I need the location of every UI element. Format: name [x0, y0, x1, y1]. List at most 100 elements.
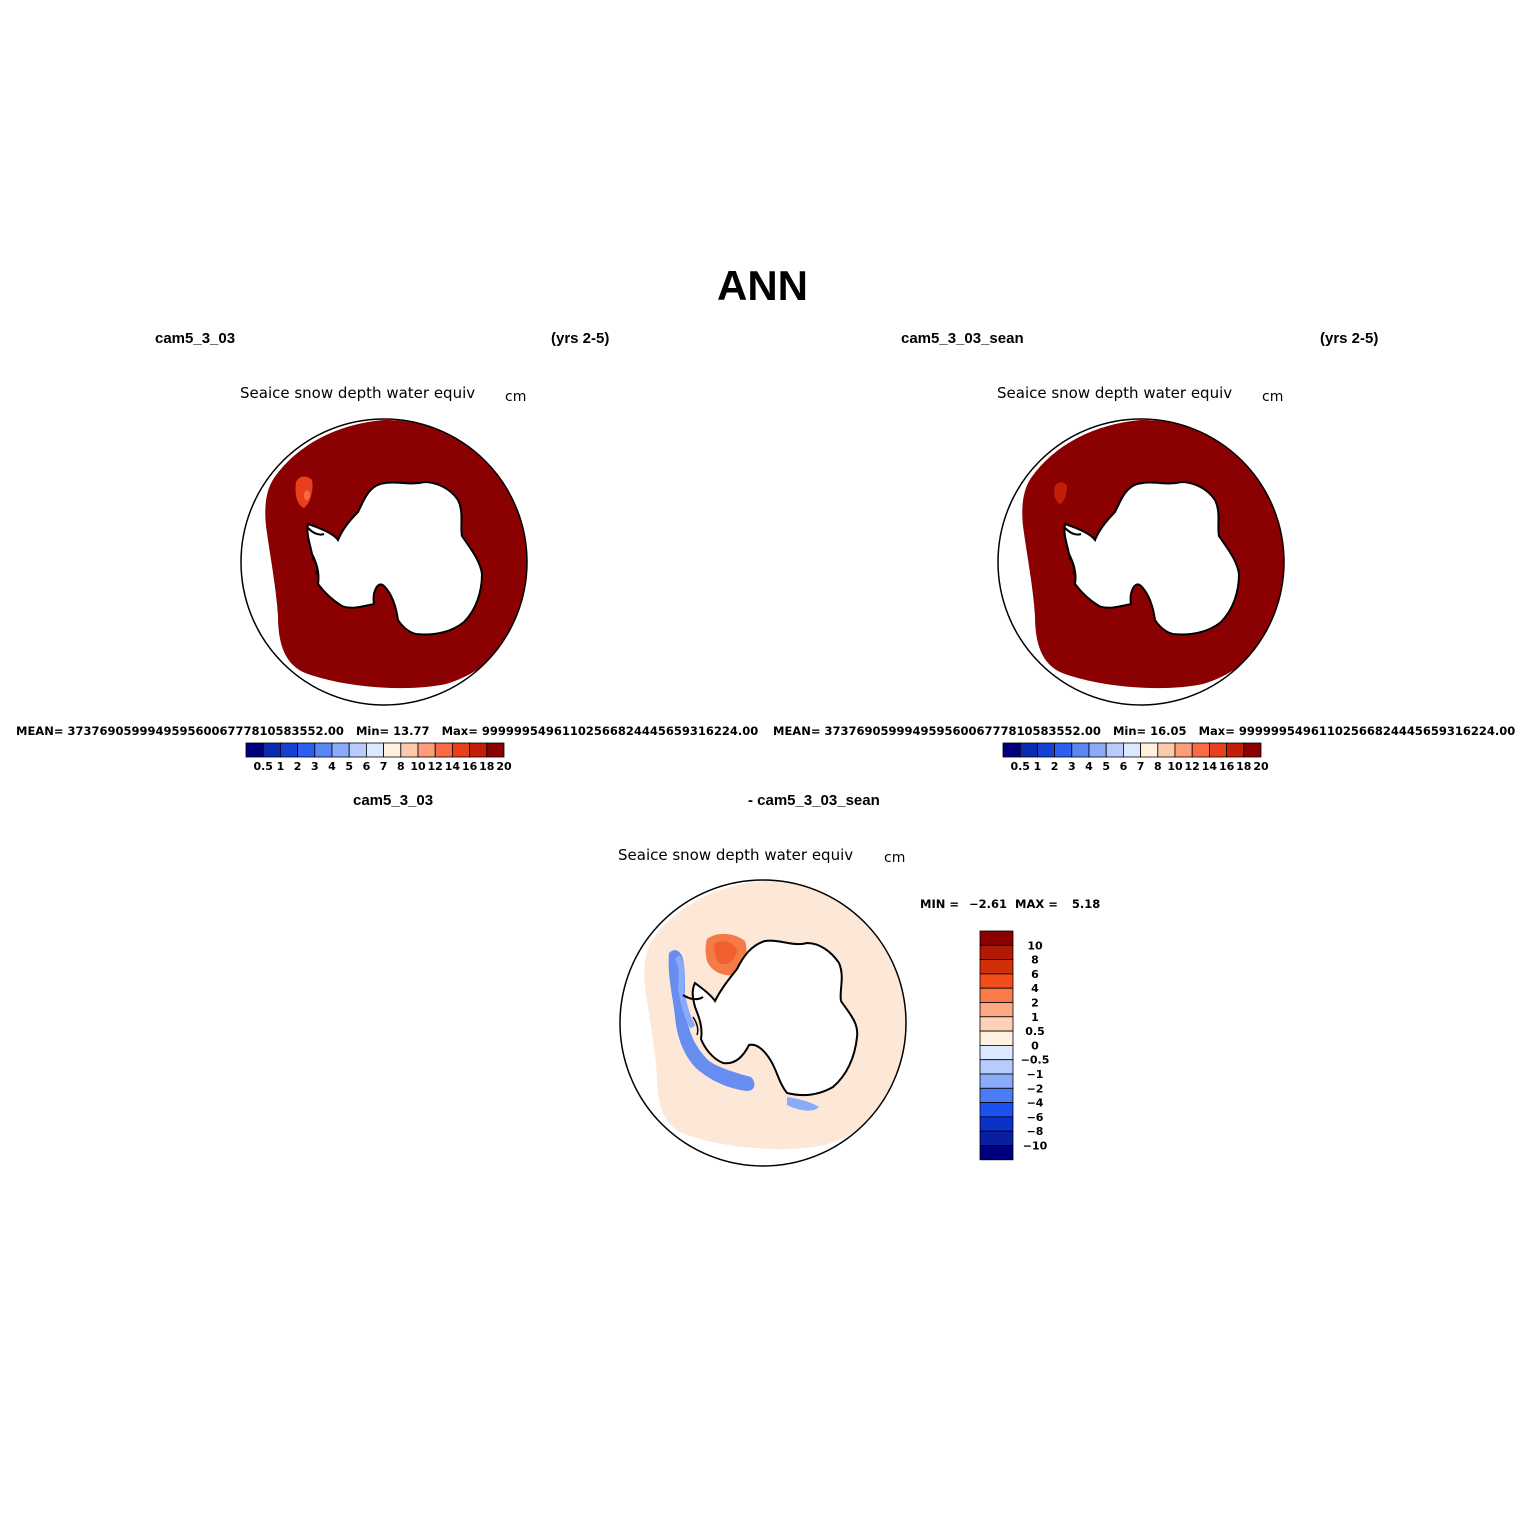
diff-colorbar-box	[979, 987, 1014, 1003]
panel1-colorbar: 0.5 1 2 3 4 5 6 7 8 10 12 14 16 18 20	[245, 742, 512, 773]
panel2-colorbar-box	[1123, 742, 1142, 758]
panel2-mean-value: 37376905999495956006777810583552.00	[824, 724, 1101, 738]
panel2-colorbar-tick: 5	[1102, 760, 1110, 773]
panel2-colorbar-tick: 8	[1154, 760, 1162, 773]
panel2-antarctica	[1063, 480, 1241, 636]
panel2-colorbar-box	[1208, 742, 1227, 758]
panel1-antarctica	[306, 480, 484, 636]
diff-colorbar-tick: −4	[1027, 1097, 1044, 1110]
panel1-colorbar-tick: 3	[311, 760, 319, 773]
panel1-mean-label: MEAN=	[16, 724, 64, 738]
panel2-colorbar-box	[1002, 742, 1021, 758]
diff-colorbar-box	[979, 1087, 1014, 1104]
panel2-colorbar-tick: 18	[1236, 760, 1251, 773]
panel1-max-value: 99999954961102566824445659316224.00	[481, 724, 759, 738]
panel1-case-label: cam5_3_03	[155, 330, 236, 347]
panel1-colorbar-tick: 2	[294, 760, 302, 773]
panel2-colorbar-tick: 7	[1137, 760, 1145, 773]
panel2-variable-title: Seaice snow depth water equiv	[997, 384, 1233, 402]
diff-colorbar-box	[979, 1073, 1014, 1089]
panel1-min-label: Min=	[355, 724, 390, 738]
panel2-case-label: cam5_3_03_sean	[901, 330, 1024, 347]
diff-colorbar-box	[979, 930, 1014, 946]
diff-colorbar-box	[979, 944, 1014, 961]
diff-colorbar-tick: 0.5	[1025, 1025, 1045, 1038]
panel1-colorbar-box	[451, 742, 470, 758]
diff-colorbar-box	[979, 1030, 1014, 1046]
panel1-colorbar-box	[486, 742, 505, 758]
panel2-colorbar-tick: 6	[1120, 760, 1128, 773]
panel1-colorbar-box	[366, 742, 385, 758]
panel2-mean-label: MEAN=	[773, 724, 821, 738]
panel2-colorbar-box	[1037, 742, 1056, 758]
panel1-colorbar-tick: 6	[363, 760, 371, 773]
panel2-stats: MEAN= 37376905999495956006777810583552.0…	[773, 724, 1515, 738]
diff-colorbar-box	[979, 973, 1014, 989]
panel2-colorbar-tick: 10	[1167, 760, 1183, 773]
diff-colorbar-box	[979, 1130, 1014, 1146]
panel1-colorbar-box	[297, 742, 316, 758]
diff-polar-map	[619, 879, 907, 1167]
diff-colorbar-box	[979, 1016, 1014, 1032]
panel1-colorbar-box	[400, 742, 419, 758]
diff-colorbar-tick: 10	[1027, 939, 1043, 952]
panel2-colorbar-tick: 2	[1051, 760, 1059, 773]
panel2-colorbar-tick: 1	[1034, 760, 1042, 773]
diff-colorbar-tick: 6	[1031, 968, 1039, 981]
diff-colorbar-tick: 2	[1031, 997, 1039, 1010]
diff-colorbar-tick: −2	[1027, 1082, 1044, 1095]
panel1-min-value: 13.77	[393, 724, 430, 738]
diff-colorbar-box	[979, 1045, 1014, 1061]
diff-min-value: −2.61	[969, 897, 1008, 911]
diff-antarctica	[682, 939, 859, 1096]
panel2-min-value: 16.05	[1150, 724, 1187, 738]
panel2-colorbar-box	[1019, 742, 1038, 758]
panel2-polar-map	[997, 418, 1285, 706]
panel2-years-label: (yrs 2-5)	[1320, 330, 1379, 347]
diff-max-value: 5.18	[1071, 897, 1101, 911]
panel2-colorbar: 0.5 1 2 3 4 5 6 7 8 10 12 14 16 18 20	[1002, 742, 1269, 773]
panel1-years-label: (yrs 2-5)	[551, 330, 610, 347]
panel1-colorbar-box	[245, 742, 264, 758]
panel1-units: cm	[505, 389, 527, 405]
diff-minmax: MIN = −2.61 MAX = 5.18	[920, 897, 1100, 911]
diff-case-label-right: - cam5_3_03_sean	[748, 792, 880, 809]
panel2-max-value: 99999954961102566824445659316224.00	[1238, 724, 1516, 738]
panel2-max-label: Max=	[1198, 724, 1235, 738]
panel2-colorbar-box	[1191, 742, 1210, 758]
panel1-polar-map	[240, 418, 528, 706]
panel1-max-label: Max=	[441, 724, 478, 738]
diff-colorbar-box	[979, 1102, 1014, 1118]
panel2-colorbar-tick: 20	[1253, 760, 1269, 773]
panel2-colorbar-tick: 12	[1185, 760, 1200, 773]
panel1-colorbar-tick: 7	[380, 760, 388, 773]
panel2-map-boundary	[997, 418, 1285, 706]
panel1-colorbar-tick: 4	[328, 760, 336, 773]
diff-max-label: MAX =	[1015, 897, 1058, 911]
page-title: ANN	[717, 262, 808, 309]
panel1-map-boundary	[240, 418, 528, 706]
panel1-colorbar-box	[280, 742, 299, 758]
panel1-colorbar-tick: 16	[462, 760, 478, 773]
panel1-colorbar-tick: 1	[277, 760, 285, 773]
panel2-colorbar-box	[1157, 742, 1176, 758]
panel2-colorbar-tick: 14	[1202, 760, 1218, 773]
diff-colorbar-box	[979, 1145, 1014, 1161]
panel1-colorbar-tick: 20	[496, 760, 512, 773]
panel1-variable-title: Seaice snow depth water equiv	[240, 384, 476, 402]
panel1-colorbar-box	[331, 742, 350, 758]
diff-units: cm	[884, 850, 906, 866]
diff-colorbar-box	[979, 1059, 1014, 1075]
diff-colorbar-tick: 1	[1031, 1011, 1039, 1024]
diff-colorbar-tick: −6	[1027, 1111, 1044, 1124]
panel2-colorbar-tick: 4	[1085, 760, 1093, 773]
panel1-colorbar-box	[314, 742, 333, 758]
panel1-colorbar-box	[434, 742, 453, 758]
panel2-colorbar-box	[1105, 742, 1124, 758]
panel2-colorbar-tick: 0.5	[1010, 760, 1029, 773]
panel2-colorbar-box	[1226, 742, 1245, 758]
diff-map-boundary	[619, 879, 907, 1167]
panel1-colorbar-tick: 18	[479, 760, 494, 773]
panel1-colorbar-box	[348, 742, 367, 758]
panel1-colorbar-tick: 14	[445, 760, 461, 773]
